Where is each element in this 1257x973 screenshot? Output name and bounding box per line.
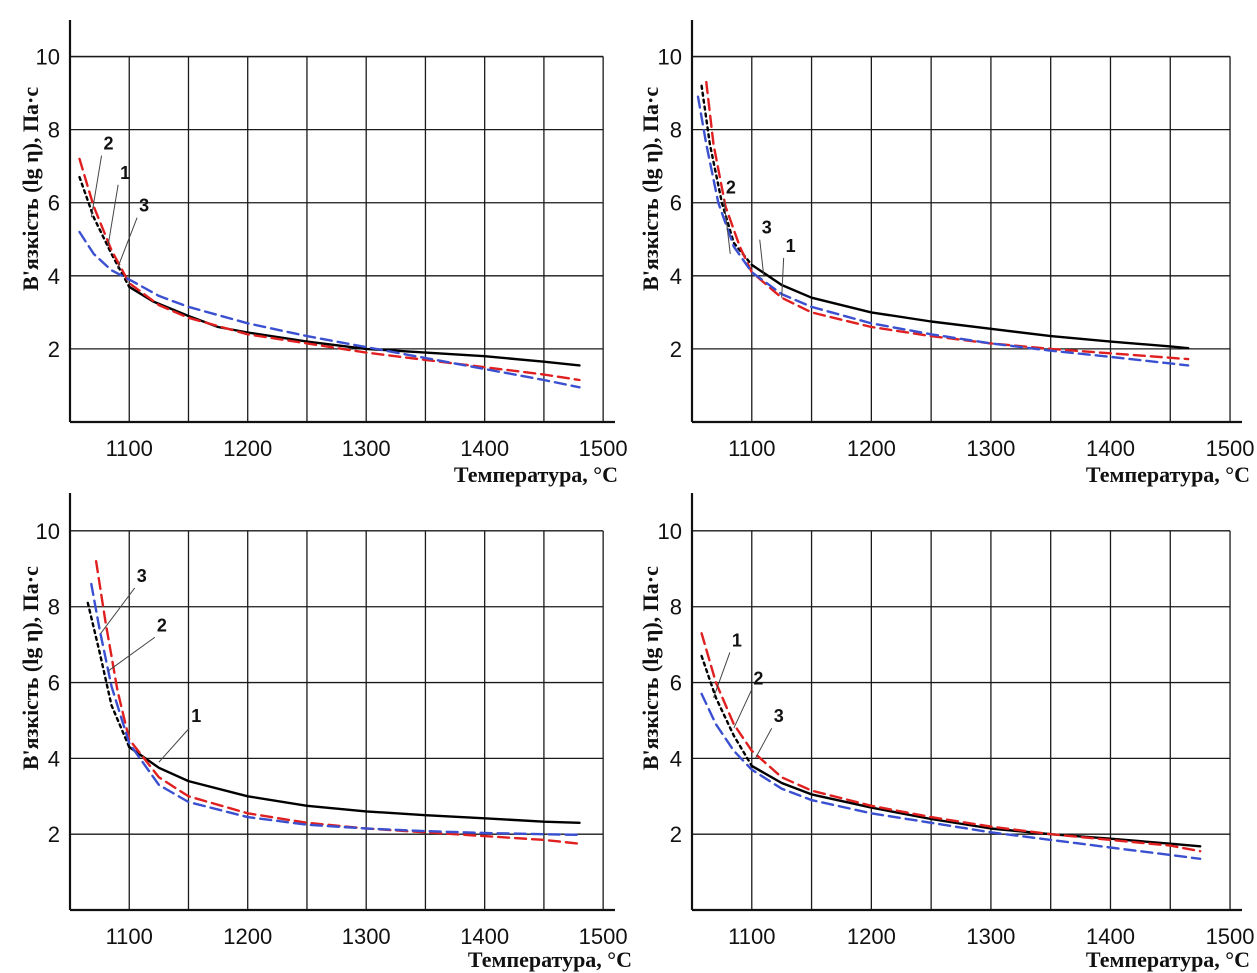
series-line-1-dotted	[78, 175, 131, 288]
grid	[692, 530, 1231, 910]
series-label-leader	[107, 636, 156, 672]
x-tick-label: 1400	[1086, 436, 1135, 461]
series-line-1-solid	[750, 263, 1190, 350]
y-tick-label: 8	[48, 118, 60, 143]
series-label-1: 1	[120, 163, 130, 183]
x-tick-label: 1300	[966, 436, 1015, 461]
y-tick-label: 8	[48, 595, 60, 620]
y-tick-label: 6	[48, 671, 60, 696]
x-tick-label: 1300	[966, 924, 1015, 949]
x-tick-label: 1500	[579, 924, 628, 949]
y-tick-label: 4	[670, 264, 682, 289]
x-axis-title: Температура, °С	[468, 947, 632, 972]
series-line-3-dashed	[90, 582, 581, 837]
x-axis-title: Температура, °С	[1086, 462, 1250, 487]
series-label-2: 2	[157, 615, 167, 635]
y-axis-title: В'язкість (lg η), Па·с	[638, 87, 663, 291]
series-label-3: 3	[774, 706, 784, 726]
x-tick-label: 1300	[342, 924, 391, 949]
x-tick-label: 1400	[460, 924, 509, 949]
series-label-2: 2	[726, 177, 736, 197]
y-tick-label: 4	[670, 746, 682, 771]
series-label-2: 2	[753, 668, 763, 688]
series-label-leader	[116, 217, 138, 269]
x-tick-label: 1100	[728, 924, 775, 949]
y-tick-label: 6	[670, 191, 682, 216]
series-label-3: 3	[762, 218, 772, 238]
y-tick-label: 8	[670, 118, 682, 143]
y-axis-title: В'язкість (lg η), Па·с	[18, 87, 43, 291]
x-tick-label: 1400	[460, 436, 509, 461]
x-tick-label: 1200	[223, 436, 272, 461]
series-label-3: 3	[139, 196, 149, 216]
series-label-leader	[158, 727, 190, 763]
series-label-leader	[713, 652, 731, 698]
x-tick-label: 1500	[579, 436, 628, 461]
x-tick-label: 1500	[1206, 924, 1255, 949]
series-label-1: 1	[786, 236, 796, 256]
series-line-1-dotted	[700, 654, 753, 768]
x-tick-label: 1300	[342, 436, 391, 461]
x-tick-label: 1400	[1086, 924, 1135, 949]
series-label-3: 3	[137, 566, 147, 586]
series-label-leader	[781, 257, 785, 298]
y-tick-label: 2	[48, 822, 60, 847]
x-tick-label: 1200	[223, 924, 272, 949]
grid	[70, 530, 604, 910]
y-tick-label: 10	[658, 45, 682, 70]
y-axis-title: В'язкість (lg η), Па·с	[638, 566, 663, 770]
x-axis-title: Температура, °С	[454, 462, 618, 487]
y-tick-label: 10	[36, 519, 60, 544]
x-tick-label: 1200	[847, 924, 896, 949]
series-line-3-dashed	[696, 95, 1190, 367]
chart-bottom-right: 1100 1200 1300 1400 1500 2 4 6 8 10 Температура, °…	[638, 493, 1255, 972]
series-label-leader	[759, 239, 765, 276]
y-tick-label: 2	[670, 337, 682, 362]
chart-bottom-left: 1100 1200 1300 1400 1500 2 4 6 8 10 Температура, °…	[18, 493, 632, 972]
x-tick-label: 1100	[106, 436, 153, 461]
grid	[70, 55, 604, 422]
series-label-leader	[733, 690, 752, 729]
series-label-1: 1	[732, 630, 742, 650]
y-tick-label: 6	[48, 191, 60, 216]
grid	[692, 55, 1231, 422]
y-tick-label: 2	[48, 337, 60, 362]
y-axis-title: В'язкість (lg η), Па·с	[18, 566, 43, 770]
series-line-3-dashed	[700, 692, 1202, 860]
chart-top-right: 1100 1200 1300 1400 1500 2 4 6 8 10 Температура, °…	[638, 20, 1255, 487]
y-tick-label: 4	[48, 264, 60, 289]
series-line-1-dotted	[86, 601, 131, 749]
y-tick-label: 4	[48, 746, 60, 771]
x-tick-label: 1500	[1206, 436, 1255, 461]
series-line-2-dashed	[700, 632, 1202, 853]
y-tick-label: 2	[670, 822, 682, 847]
y-tick-label: 10	[36, 45, 60, 70]
y-tick-label: 6	[670, 671, 682, 696]
x-tick-label: 1100	[728, 436, 775, 461]
x-axis-title: Температура, °С	[1086, 947, 1250, 972]
y-tick-label: 8	[670, 595, 682, 620]
series-line-2-dashed	[78, 157, 581, 382]
series-label-leader	[723, 199, 731, 254]
series-line-2-dashed	[705, 80, 1190, 361]
series-line-1-dotted	[700, 84, 753, 267]
series-line-2-dashed	[94, 560, 581, 845]
series-line-1-solid	[127, 745, 581, 824]
series-label-leader	[107, 184, 119, 247]
x-tick-label: 1200	[847, 436, 896, 461]
series-label-leader	[90, 155, 103, 218]
chart-top-left: 1100 1200 1300 1400 1500 2 4 6 8 10 Температура, °…	[18, 20, 628, 487]
series-line-1-solid	[750, 764, 1202, 848]
series-line-3-dashed	[78, 230, 581, 389]
series-label-leader	[754, 728, 773, 759]
series-line-1-solid	[127, 285, 581, 367]
series-label-1: 1	[191, 706, 201, 726]
y-tick-label: 10	[658, 519, 682, 544]
x-tick-label: 1100	[106, 924, 153, 949]
series-label-leader	[100, 587, 136, 634]
series-label-2: 2	[104, 134, 114, 154]
